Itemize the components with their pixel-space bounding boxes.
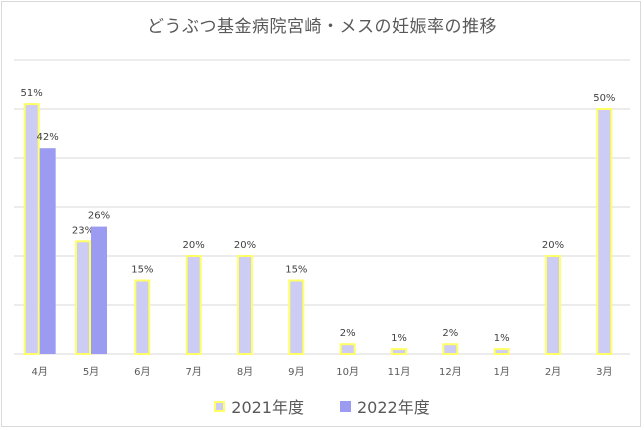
data-label-2021: 20% <box>542 240 564 251</box>
bar-2021 <box>596 108 613 355</box>
x-tick-label: 4月 <box>31 366 47 378</box>
x-tick-label: 5月 <box>83 366 99 378</box>
bar-2021 <box>75 240 91 355</box>
data-label-2022: 42% <box>37 132 59 143</box>
data-label-2021: 23% <box>72 225 94 236</box>
legend-label-2022: 2022年度 <box>357 398 430 417</box>
x-tick-label: 2月 <box>545 366 561 378</box>
chart-legend: 2021年度 2022年度 <box>0 394 644 418</box>
legend-item-2021: 2021年度 <box>214 394 304 418</box>
legend-item-2022: 2022年度 <box>340 394 430 418</box>
x-tick-label: 9月 <box>288 366 304 378</box>
bar-2021 <box>339 343 356 356</box>
x-tick-label: 12月 <box>439 366 462 378</box>
data-label-2021: 15% <box>131 265 153 276</box>
data-label-2021: 1% <box>391 333 407 344</box>
bar-2021 <box>391 348 407 356</box>
x-tick-label: 11月 <box>388 366 411 378</box>
x-tick-label: 3月 <box>596 366 612 378</box>
data-label-2021: 15% <box>285 265 307 276</box>
bar-2021 <box>23 103 40 355</box>
bar-2021 <box>442 343 459 356</box>
data-label-2021: 20% <box>183 240 205 251</box>
legend-swatch-2021 <box>214 400 226 412</box>
data-label-2021: 20% <box>234 240 256 251</box>
bar-2021 <box>134 279 151 355</box>
bar-2021 <box>288 279 305 355</box>
bar-2021 <box>185 255 202 355</box>
data-label-2021: 50% <box>593 93 615 104</box>
x-tick-label: 7月 <box>185 366 201 378</box>
x-tick-label: 8月 <box>237 366 253 378</box>
data-label-2022: 26% <box>88 211 110 222</box>
bar-2022 <box>39 148 56 354</box>
legend-label-2021: 2021年度 <box>231 398 304 417</box>
chart-title: どうぶつ基金病院宮崎・メスの妊娠率の推移 <box>147 17 497 37</box>
x-tick-label: 6月 <box>134 366 150 378</box>
legend-swatch-2022 <box>340 400 351 412</box>
data-label-2021: 1% <box>494 333 510 344</box>
x-tick-label: 1月 <box>493 366 509 378</box>
bar-2021 <box>237 255 253 355</box>
x-tick-label: 10月 <box>336 366 359 378</box>
bar-2021 <box>545 255 561 355</box>
data-label-2021: 2% <box>442 328 458 339</box>
data-label-2021: 2% <box>340 328 356 339</box>
bar-2022 <box>91 226 107 354</box>
data-label-2021: 51% <box>21 88 43 99</box>
bar-2021 <box>493 348 510 356</box>
